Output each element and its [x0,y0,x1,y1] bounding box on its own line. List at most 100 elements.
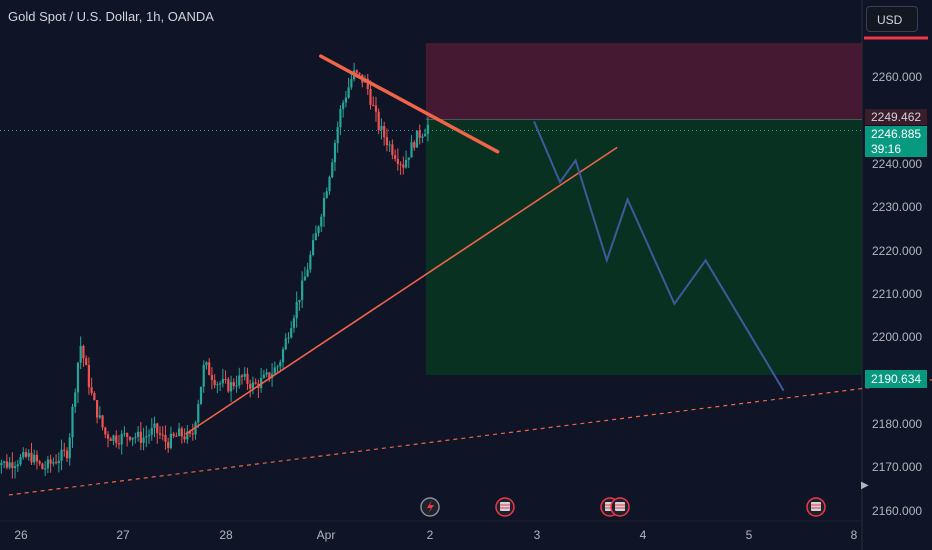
candle-body [87,365,90,388]
candle-body [5,461,8,468]
candle-body [19,457,22,465]
candle-body [383,125,386,138]
candle-body [74,392,77,407]
y-tick-label: 2260.000 [872,70,923,84]
symbol-title[interactable]: Gold Spot / U.S. Dollar, 1h, OANDA [8,9,214,24]
candle-body [161,434,164,436]
candle-body [46,459,49,469]
candle-body [95,400,99,418]
candle-body [79,345,82,363]
x-tick-label: 28 [219,528,233,542]
candle-body [33,454,36,463]
candle-body [98,415,101,418]
current-price-label: 2246.885 [865,126,927,142]
candle-body [63,449,66,451]
candle-body [301,280,304,300]
candle-body [374,105,378,112]
candle-body [372,104,375,106]
candle-body [172,433,175,436]
candle-body [71,406,74,438]
candle-body [224,379,227,381]
currency-button[interactable]: USD [866,6,918,32]
candle-body [219,383,222,385]
candle-body [322,197,326,217]
y-tick-label: 2170.000 [872,460,923,474]
candle-body [410,142,413,158]
candle-body [109,438,112,441]
candle-body [426,124,430,134]
candle-body [30,452,33,463]
candle-body [22,452,25,458]
candle-body [303,276,306,281]
candle-body [41,463,44,470]
candle-body [336,127,339,144]
candle-body [320,216,323,227]
candle-body [202,365,205,387]
support-trendline [185,146,618,435]
candle-body [106,434,110,439]
candle-body [35,454,39,462]
candle-body [240,375,244,377]
candle-body [210,374,214,381]
candle-body [85,358,88,366]
candle-body [13,466,17,469]
candle-body [147,434,151,437]
lightning-icon [427,500,434,514]
candle-body [227,379,230,392]
resistance-trendline [319,54,500,154]
y-tick-label: 2230.000 [872,200,923,214]
candle-body [126,433,129,437]
candle-body [295,301,298,319]
candle-body [44,468,47,470]
candle-body [232,382,235,387]
x-tick-label: 27 [116,528,130,542]
candle-body [123,433,126,435]
candle-body [49,459,52,464]
candle-body [208,362,211,375]
candle-body [273,367,276,374]
candle-body [380,125,383,130]
candle-body [180,428,183,437]
candle-body [16,464,19,467]
x-tick-label: 2 [426,528,434,542]
candle-body [424,133,427,137]
candle-body [120,433,123,445]
target-level-label: 2190.634 [865,370,927,388]
candle-body [404,159,408,168]
bar-countdown-label: 39:16 [865,141,927,157]
candle-body [369,89,372,105]
candle-body [314,233,317,241]
x-tick-label: Apr [316,528,336,542]
candle-body [331,162,334,178]
candle-body [24,452,28,457]
candle-body [145,436,148,438]
flag-icon [615,502,625,511]
candle-body [325,191,328,198]
candle-body [68,437,71,459]
candle-body [279,362,282,367]
candle-body [54,462,58,464]
candle-body [268,372,271,378]
candle-body [317,226,320,234]
candle-body [221,379,224,384]
candle-body [421,136,424,138]
candle-body [413,142,416,148]
candle-body [342,102,345,110]
candle-body [358,72,361,75]
candle-body [60,449,63,461]
candle-body [104,427,107,435]
candle-body [76,362,80,393]
scroll-right-icon[interactable]: ▶ [861,480,869,491]
candle-body [333,143,337,163]
stop-loss-zone [425,43,862,120]
candle-body [90,387,93,394]
candle-body [167,441,170,448]
candle-body [199,386,203,405]
candle-body [399,163,402,165]
candle-body [8,462,11,468]
candle-body [186,431,189,440]
candle-body [377,111,380,130]
candle-body [347,87,350,98]
